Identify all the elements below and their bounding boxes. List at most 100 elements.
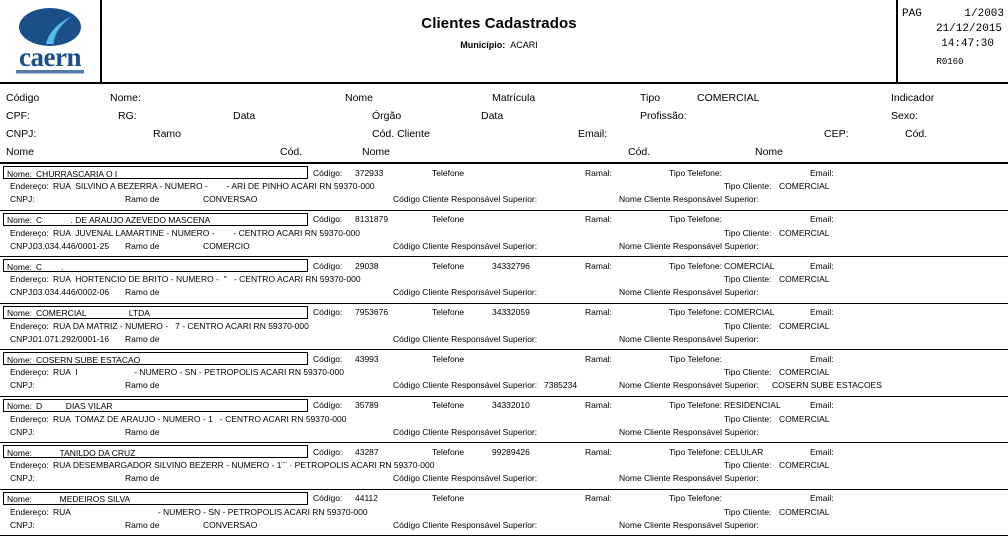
email-label: Email: — [810, 307, 834, 317]
caern-logo-icon: caern — [16, 8, 84, 74]
nome-label: Nome: — [7, 168, 33, 179]
telefone-value: 34332059 — [492, 307, 530, 317]
email-label: Email: — [810, 167, 834, 178]
legend-label: Cód. — [905, 128, 928, 140]
ramo-label: Ramo de — [125, 519, 160, 530]
legend-label: COMERCIAL — [697, 92, 760, 104]
codigo-value: 43287 — [355, 446, 379, 457]
client-name-box: Nome: C . — [3, 259, 308, 272]
codigo-label: Código: — [313, 214, 343, 224]
nome-label: Nome: — [7, 401, 33, 411]
record-row[interactable]: Nome: COMERCIAL LTDA Código: 7953676 Telefon… — [0, 304, 1008, 350]
endereco-label: Endereço: — [10, 460, 49, 470]
endereco-label: Endereço: — [10, 367, 49, 377]
cod-resp-sup-label: Código Cliente Responsável Superior: — [393, 240, 538, 251]
record-row[interactable]: Nome: D DIAS VILAR Código: 35789 Telefone 343… — [0, 397, 1008, 443]
ramal-label: Ramal: — [585, 307, 612, 317]
nome-resp-sup-label: Nome Cliente Responsável Superior: — [619, 519, 759, 530]
nome-resp-sup-label: Nome Cliente Responsável Superior: — [619, 426, 759, 437]
endereco-label: Endereço: — [10, 274, 49, 284]
client-name-box: Nome: D DIAS VILAR — [3, 398, 308, 412]
client-name-box: Nome: CHURRASCARIA O I — [3, 166, 308, 179]
cnpj-value: 03.034.446/0002-06 — [33, 287, 110, 297]
telefone-label: Telefone — [432, 167, 465, 178]
cnpj-label: CNPJ: — [10, 380, 35, 390]
municipio-line: Município: ACARI — [102, 40, 896, 50]
email-label: Email: — [810, 400, 834, 410]
endereco-value: RUA - NUMERO - SN - PETROPOLIS ACARI RN … — [53, 506, 368, 517]
telefone-label: Telefone — [432, 400, 465, 410]
record-row[interactable]: Nome: CHURRASCARIA O I Código: 372933 Telefo… — [0, 164, 1008, 211]
legend-label: Ramo — [153, 128, 182, 140]
cnpj-value: 01.071.292/0001-16 — [33, 333, 110, 344]
tipo-telefone-value: COMERCIAL — [724, 260, 775, 271]
legend-label: CNPJ: — [6, 128, 37, 140]
legend-label: Órgão — [372, 110, 402, 122]
client-name-box: Nome: COSERN SUBE ESTACAO — [3, 352, 308, 365]
codigo-label: Código: — [313, 400, 343, 410]
codigo-label: Código: — [313, 260, 343, 271]
ramal-label: Ramal: — [585, 446, 612, 457]
tipo-cliente-label: Tipo Cliente: — [724, 320, 772, 331]
record-row[interactable]: Nome: C . Código: 29038 Telefone 34332796 Rama… — [0, 257, 1008, 304]
cnpj-label: CNPJ: — [10, 473, 35, 483]
nome-value: COMERCIAL LTDA — [36, 308, 150, 318]
codigo-label: Código: — [313, 167, 343, 178]
codigo-value: 35789 — [355, 400, 379, 410]
record-row[interactable]: Nome: C . DE ARAUJO AZEVEDO MASCENA Código… — [0, 211, 1008, 257]
codigo-value: 7953676 — [355, 307, 389, 317]
cnpj-label: CNPJ: — [10, 426, 35, 437]
legend-label: RG: — [118, 110, 137, 122]
client-name-box: Nome: C . DE ARAUJO AZEVEDO MASCENA — [3, 212, 308, 226]
nome-resp-sup-value: COSERN SUBE ESTACOES — [772, 380, 882, 390]
report-header: caern Clientes Cadastrados Município: ACA… — [0, 0, 1008, 84]
telefone-label: Telefone — [432, 446, 465, 457]
record-row[interactable]: Nome: TANILDO DA CRUZ Código: 43287 Telefon… — [0, 443, 1008, 490]
tipo-cliente-value: COMERCIAL — [779, 274, 830, 284]
record-row[interactable]: Nome: COSERN SUBE ESTACAO Código: 43993 Tele… — [0, 350, 1008, 397]
email-label: Email: — [810, 446, 834, 457]
cod-resp-sup-value: 7385234 — [544, 380, 578, 390]
ramo-value: CONVERSAO — [203, 519, 258, 530]
nome-label: Nome: — [7, 215, 33, 225]
legend-label: Data — [233, 110, 256, 122]
ramal-label: Ramal: — [585, 260, 612, 271]
nome-resp-sup-label: Nome Cliente Responsável Superior: — [619, 380, 759, 390]
tipo-cliente-value: COMERCIAL — [779, 367, 830, 377]
endereco-value: RUA HORTENCIO DE BRITO - NUMERO - '' - C… — [53, 274, 361, 284]
ramo-label: Ramo de — [125, 333, 160, 344]
tipo-cliente-label: Tipo Cliente: — [724, 413, 772, 424]
legend-label: Tipo — [640, 92, 661, 104]
nome-resp-sup-label: Nome Cliente Responsável Superior: — [619, 333, 759, 344]
codigo-label: Código: — [313, 307, 343, 317]
tipo-telefone-label: Tipo Telefone: — [669, 307, 722, 317]
codigo-value: 43993 — [355, 353, 379, 364]
record-row[interactable]: Nome: MEDEIROS SILVA Código: 44112 Telefone… — [0, 490, 1008, 536]
nome-resp-sup-label: Nome Cliente Responsável Superior: — [619, 473, 759, 483]
ramal-label: Ramal: — [585, 493, 612, 503]
ramal-label: Ramal: — [585, 214, 612, 224]
tipo-cliente-label: Tipo Cliente: — [724, 506, 772, 517]
svg-text:caern: caern — [19, 42, 81, 72]
cnpj-value: 03.034.446/0001-25 — [33, 240, 110, 251]
legend-label: Nome — [345, 92, 374, 104]
nome-label: Nome: — [7, 494, 33, 504]
telefone-label: Telefone — [432, 260, 465, 271]
codigo-value: 372933 — [355, 167, 384, 178]
nome-label: Nome: — [7, 308, 33, 318]
endereco-value: RUA JUVENAL LAMARTINE - NUMERO - - CENTR… — [53, 227, 361, 238]
title-cell: Clientes Cadastrados Município: ACARI — [102, 0, 896, 82]
endereco-label: Endereço: — [10, 181, 49, 191]
legend-label: Cód. — [280, 146, 303, 158]
legend-label: Matrícula — [492, 92, 536, 104]
endereco-value: RUA TOMAZ DE ARAUJO - NUMERO - 1 - CENTR… — [53, 413, 347, 424]
header-meta-cell: PAG 1/2003 21/12/2015 14:47:30 R0160 — [896, 0, 1008, 82]
tipo-telefone-label: Tipo Telefone: — [669, 353, 722, 364]
tipo-cliente-value: COMERCIAL — [779, 506, 830, 517]
nome-label: Nome: — [7, 354, 33, 365]
column-legend: Código Nome: Nome Matrícula Tipo COMERCIAL Ind… — [0, 84, 1008, 164]
ramo-label: Ramo de — [125, 473, 160, 483]
telefone-value: 34332796 — [492, 260, 530, 271]
client-name-box: Nome: COMERCIAL LTDA — [3, 305, 308, 319]
